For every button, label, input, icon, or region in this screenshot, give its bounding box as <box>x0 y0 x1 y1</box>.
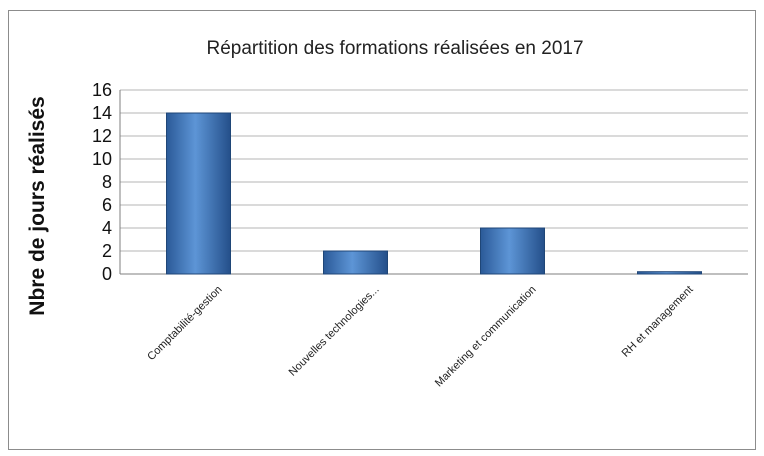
x-tick-label: Comptabilité-gestion <box>145 284 224 363</box>
x-tick-label: Nouvelles technologies... <box>287 284 382 379</box>
y-tick-label: 14 <box>92 103 112 123</box>
x-tick-label: RH et management <box>620 284 696 360</box>
y-axis-label: Nbre de jours réalisés <box>26 96 49 315</box>
y-tick-label: 6 <box>102 195 112 215</box>
y-tick-label: 4 <box>102 218 112 238</box>
bar <box>480 227 545 275</box>
y-tick-labels: 0 2 4 6 8 10 12 14 16 <box>92 80 112 284</box>
bars <box>166 112 702 275</box>
bar <box>166 112 231 275</box>
y-tick-label: 2 <box>102 241 112 261</box>
chart-title: Répartition des formations réalisées en … <box>206 38 583 59</box>
y-tick-label: 0 <box>102 264 112 284</box>
bar <box>323 250 388 275</box>
y-tick-label: 16 <box>92 80 112 100</box>
x-tick-labels: Comptabilité-gestion Nouvelles technologi… <box>145 284 695 390</box>
bar <box>637 271 702 275</box>
y-tick-label: 12 <box>92 126 112 146</box>
y-tick-label: 8 <box>102 172 112 192</box>
x-tick-label: Marketing et communication <box>433 284 539 390</box>
chart-frame <box>8 10 756 450</box>
y-tick-label: 10 <box>92 149 112 169</box>
